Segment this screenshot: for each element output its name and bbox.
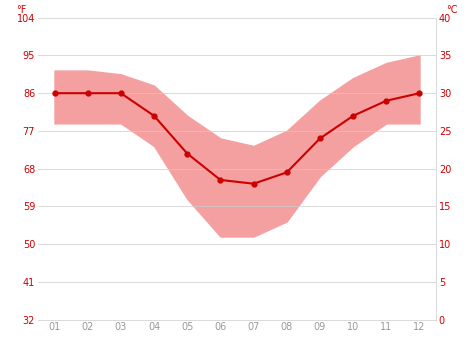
Text: °C: °C bbox=[447, 5, 458, 15]
Text: °F: °F bbox=[16, 5, 27, 15]
